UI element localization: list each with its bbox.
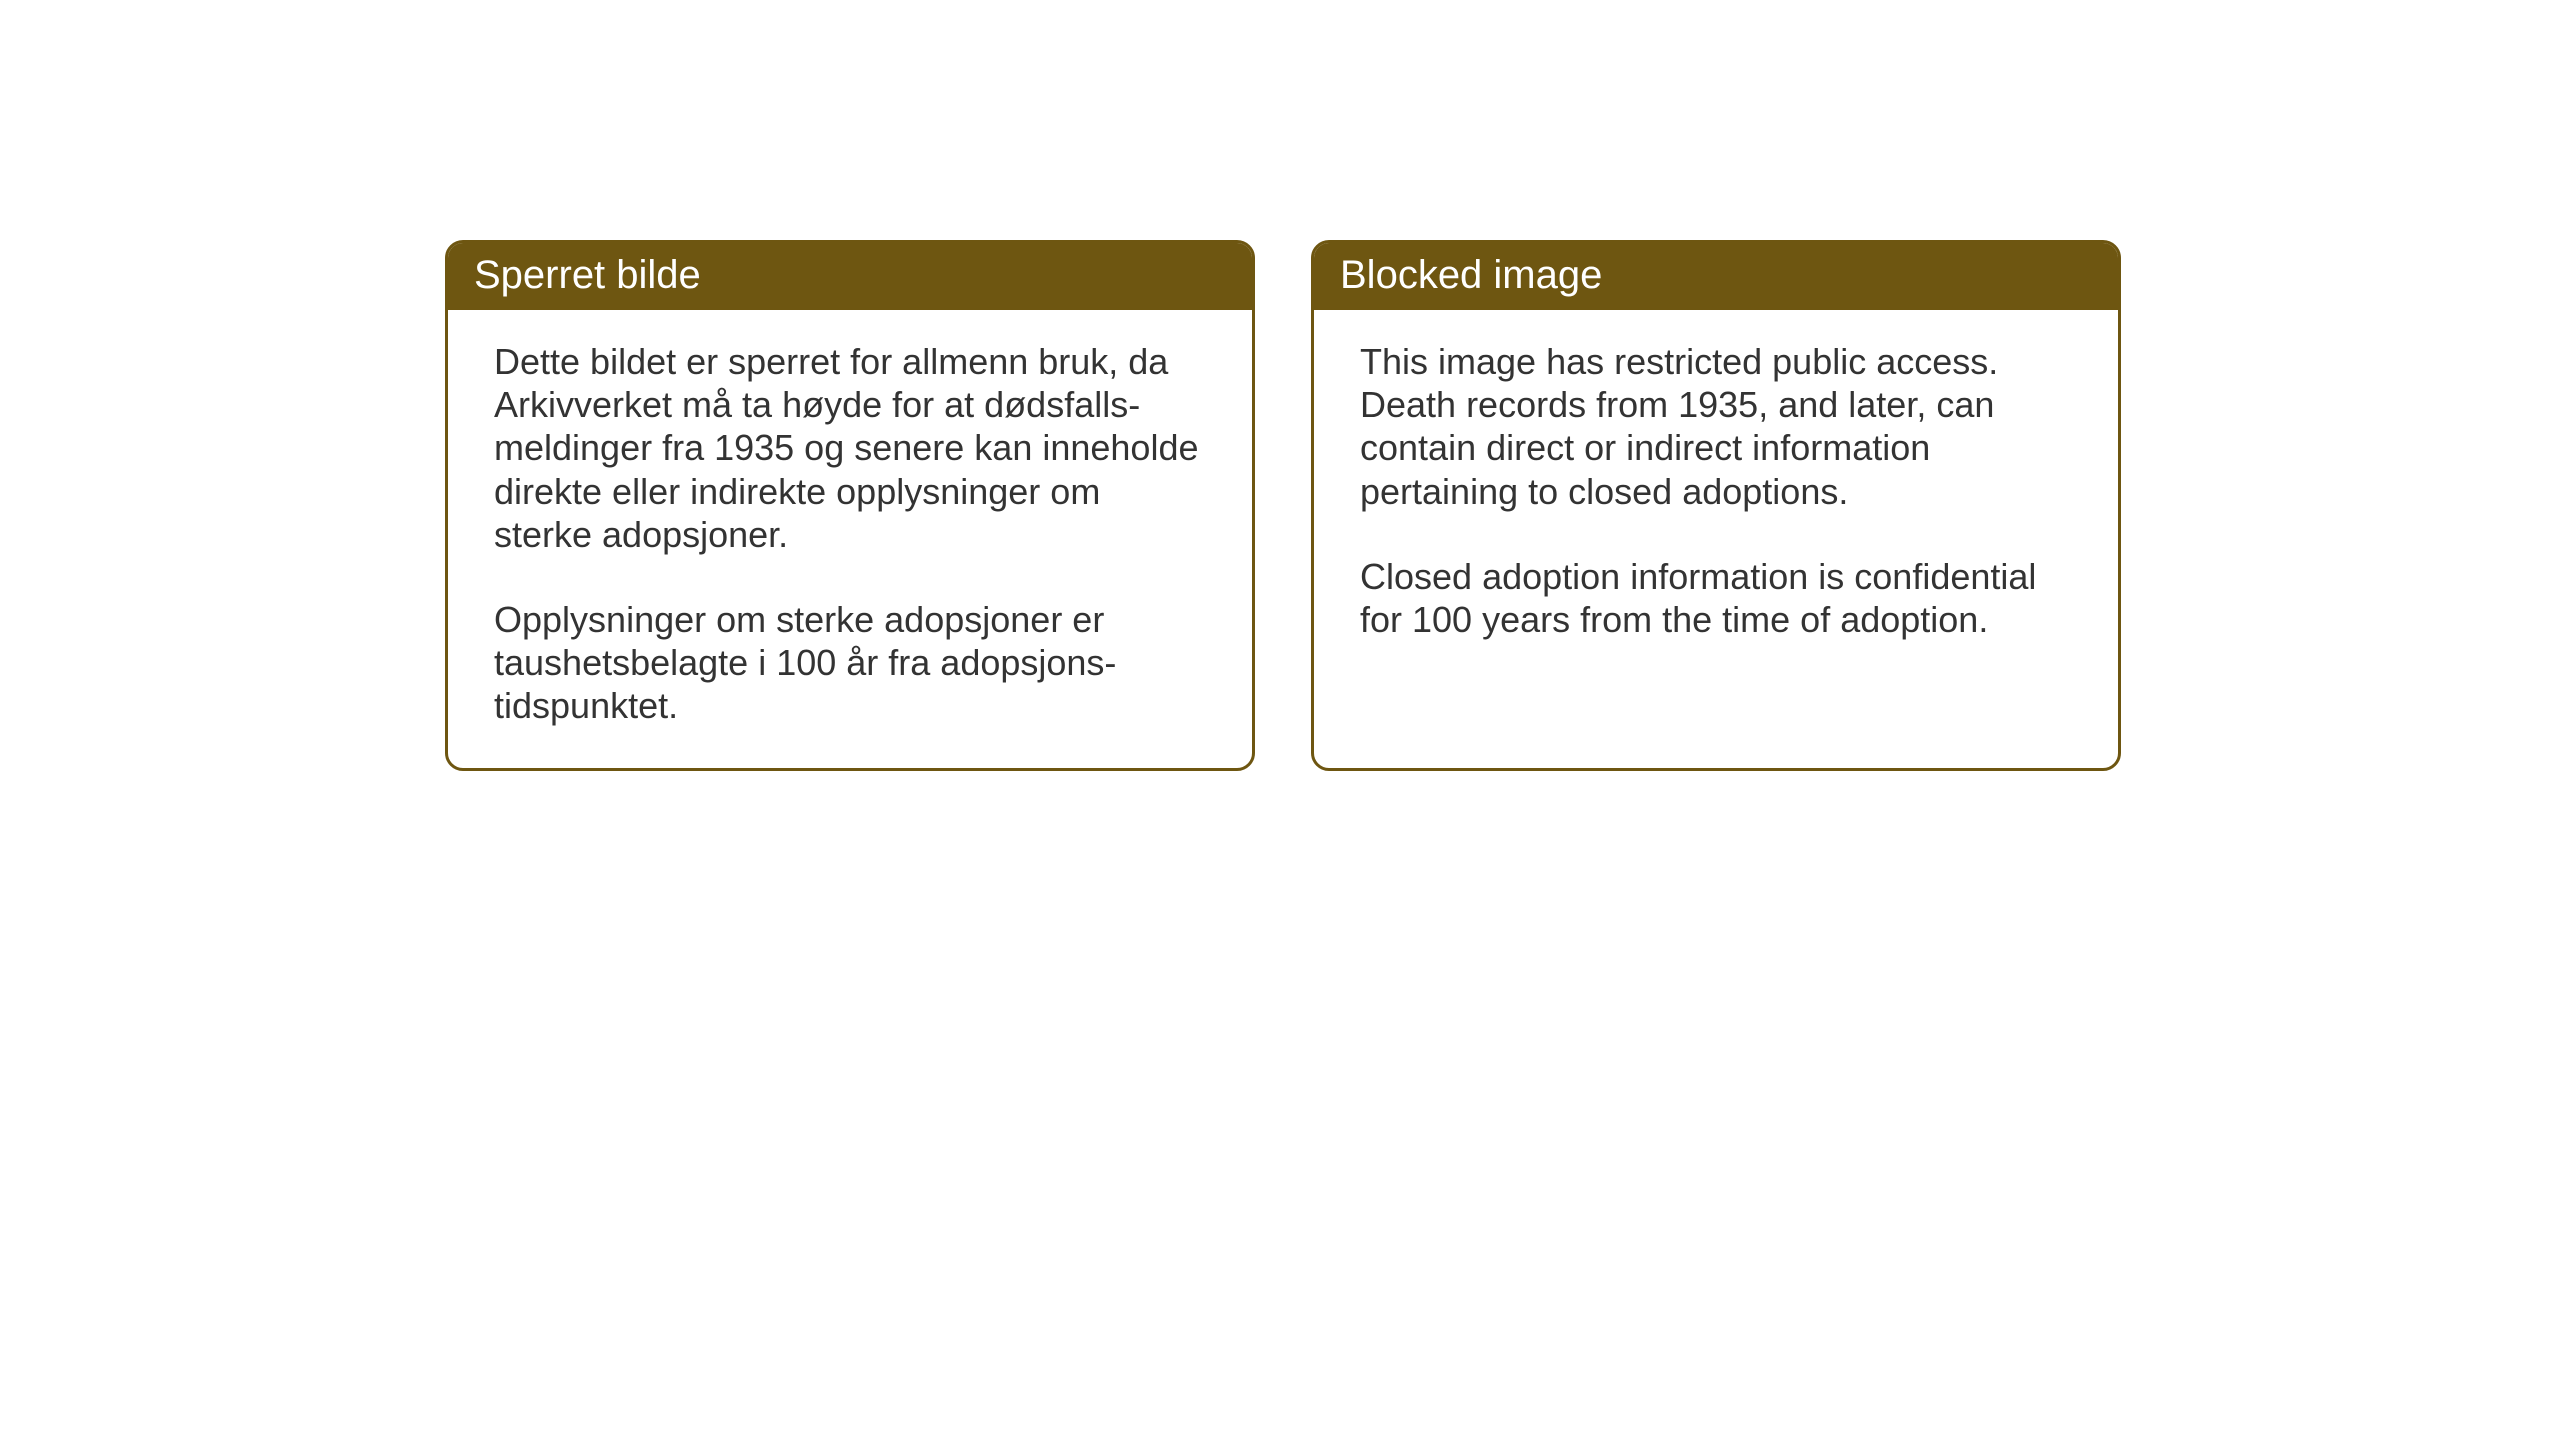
card-title-norwegian: Sperret bilde — [474, 253, 701, 297]
notice-container: Sperret bilde Dette bildet er sperret fo… — [445, 240, 2121, 771]
card-body-norwegian: Dette bildet er sperret for allmenn bruk… — [448, 310, 1252, 768]
card-body-english: This image has restricted public access.… — [1314, 310, 2118, 681]
notice-card-english: Blocked image This image has restricted … — [1311, 240, 2121, 771]
notice-card-norwegian: Sperret bilde Dette bildet er sperret fo… — [445, 240, 1255, 771]
card-paragraph-2-english: Closed adoption information is confident… — [1360, 555, 2072, 641]
card-paragraph-1-norwegian: Dette bildet er sperret for allmenn bruk… — [494, 340, 1206, 556]
card-header-norwegian: Sperret bilde — [448, 243, 1252, 310]
card-paragraph-1-english: This image has restricted public access.… — [1360, 340, 2072, 513]
card-title-english: Blocked image — [1340, 253, 1602, 297]
card-header-english: Blocked image — [1314, 243, 2118, 310]
card-paragraph-2-norwegian: Opplysninger om sterke adopsjoner er tau… — [494, 598, 1206, 728]
